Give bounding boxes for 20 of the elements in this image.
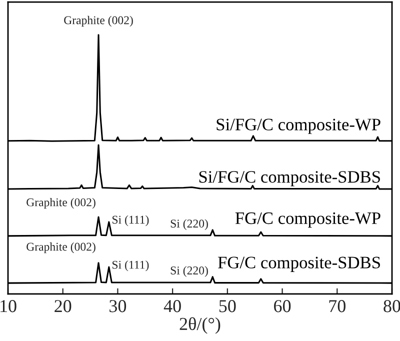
annotation: Graphite (002)	[26, 242, 96, 254]
series-label: Si/FG/C composite-WP	[216, 118, 380, 134]
annotation: Si (111)	[112, 215, 149, 226]
x-tick-label: 70	[329, 300, 346, 312]
x-tick-label: 20	[54, 300, 72, 312]
series-label: Si/FG/C composite-SDBS	[199, 171, 380, 186]
annotation: Graphite (002)	[26, 198, 96, 209]
series-label: FG/C composite-WP	[235, 212, 380, 228]
x-axis-title: 2θ/(°)	[180, 317, 220, 334]
x-tick-label: 40	[164, 300, 181, 312]
series-label: FG/C composite-SDBS	[218, 256, 380, 272]
annotation: Si (111)	[112, 260, 149, 272]
x-tick-label: 50	[219, 300, 236, 312]
x-tick-label: 80	[384, 300, 400, 312]
annotation: Si (220)	[170, 219, 208, 230]
annotation: Si (220)	[170, 266, 208, 277]
annotation: Graphite (002)	[64, 16, 133, 27]
x-tick-label: 30	[110, 300, 126, 312]
x-tick-label: 60	[274, 300, 291, 312]
x-tick-label: 10	[0, 300, 16, 312]
